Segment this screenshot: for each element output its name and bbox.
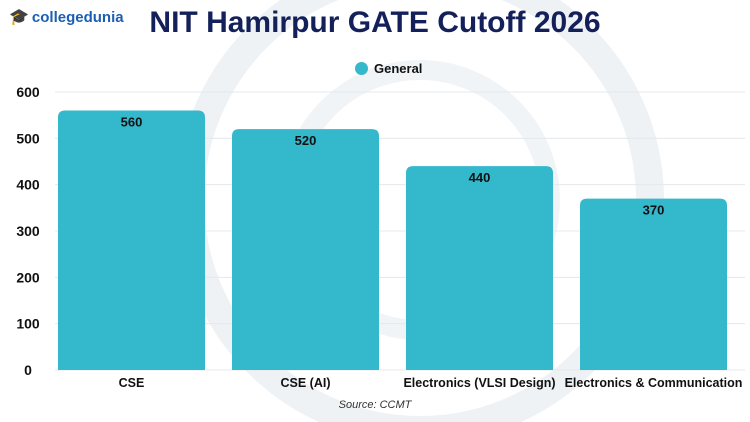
legend-swatch — [355, 62, 368, 75]
bar — [406, 166, 553, 370]
chart-title: NIT Hamirpur GATE Cutoff 2026 — [149, 6, 601, 39]
logo-text: collegedunia — [31, 8, 124, 26]
y-tick-label: 200 — [16, 269, 40, 285]
bar — [232, 129, 379, 370]
data-label: 370 — [643, 203, 665, 218]
x-tick-label: Electronics & Communication — [565, 376, 743, 390]
y-tick-label: 400 — [16, 177, 40, 193]
data-label: 440 — [469, 170, 491, 185]
mascot-icon: 🎓 — [9, 9, 29, 26]
x-tick-label: Electronics (VLSI Design) — [403, 376, 555, 390]
y-tick-label: 300 — [16, 223, 40, 239]
data-label: 520 — [295, 133, 317, 148]
x-tick-label: CSE (AI) — [281, 376, 331, 390]
bar — [58, 110, 205, 371]
x-tick-label: CSE — [119, 376, 145, 390]
data-label: 560 — [121, 115, 143, 130]
y-tick-label: 600 — [16, 84, 40, 100]
y-tick-label: 500 — [16, 130, 40, 146]
source-note: Source: CCMT — [338, 399, 412, 411]
y-tick-label: 0 — [24, 362, 32, 378]
y-tick-label: 100 — [16, 316, 40, 332]
bar — [580, 198, 727, 370]
logo: 🎓 collegedunia — [9, 7, 124, 27]
legend: General — [355, 61, 422, 76]
legend-label: General — [374, 61, 423, 76]
